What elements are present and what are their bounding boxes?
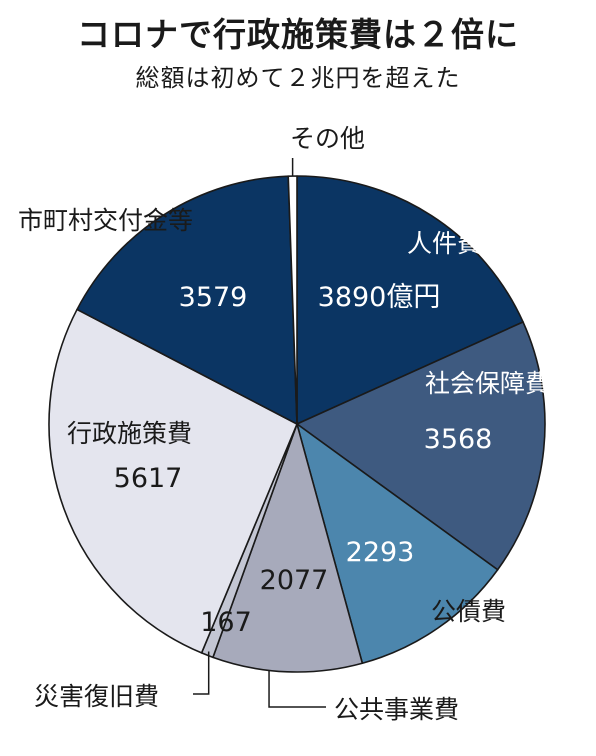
slice-label: 災害復旧費 bbox=[34, 682, 159, 711]
leader-line bbox=[268, 670, 326, 708]
slice-value-label: 2077 bbox=[260, 565, 329, 596]
slice-value-label: 167 bbox=[200, 607, 252, 638]
pie-slice bbox=[296, 321, 546, 571]
pie-slice bbox=[212, 423, 364, 673]
slice-label: 行政施策費 bbox=[67, 419, 192, 448]
slice-value-label: 5617 bbox=[114, 463, 183, 494]
slice-label: 公共事業費 bbox=[334, 695, 459, 724]
slice-label: 人件費 bbox=[407, 229, 482, 258]
slice-label: その他 bbox=[290, 124, 365, 153]
slice-value-label: 3568 bbox=[424, 424, 493, 455]
pie-slice bbox=[296, 175, 524, 425]
pie-slice bbox=[48, 308, 298, 654]
slice-label: 社会保障費 bbox=[425, 369, 550, 398]
slice-value-label: 2293 bbox=[346, 537, 415, 568]
leader-line bbox=[193, 651, 210, 695]
chart-title: コロナで行政施策費は２倍に bbox=[77, 15, 519, 54]
slice-label: 公債費 bbox=[431, 597, 506, 626]
pie-slice bbox=[76, 175, 298, 425]
pie-slice bbox=[296, 423, 499, 665]
slice-value-label: 3890億円 bbox=[318, 282, 441, 313]
slice-label: 市町村交付金等 bbox=[18, 206, 193, 235]
slice-value-label: 3579 bbox=[179, 282, 248, 313]
chart-subtitle: 総額は初めて２兆円を超えた bbox=[135, 64, 461, 92]
